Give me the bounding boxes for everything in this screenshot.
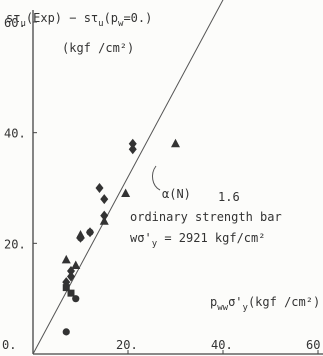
x-tick-label: 20. [116,338,138,352]
data-point-diamond [76,232,85,243]
x-tick-label: 60 [306,338,320,352]
data-point-diamond [128,138,137,149]
annotation-yield-strength: wσ'y = 2921 kgf/cm² [130,231,265,249]
data-point-diamond [100,194,109,205]
annotation-alpha-n: α(N) [162,187,191,201]
annotation-leader [152,165,161,191]
data-point-triangle [171,138,180,148]
data-point-diamond [95,183,104,193]
y-axis-unit: (kgf /cm²) [62,41,134,55]
data-point-square [62,284,70,292]
data-point-diamond [100,210,109,221]
data-point-diamond [67,271,75,282]
y-tick-label: 40. [4,127,26,141]
x-tick-label: 0. [2,338,16,352]
data-point-circle [72,295,80,303]
annotation-bar-type: ordinary strength bar [130,210,282,224]
x-axis-label: pwwσ'y(kgf /cm²) [210,295,320,313]
data-point-diamond [67,266,75,276]
y-tick-label: 60. [4,16,26,30]
data-point-square [67,289,75,297]
data-point-triangle [121,188,131,198]
data-point-diamond [86,227,94,238]
x-tick-label: 40. [211,338,233,352]
y-axis-label: sτu(Exp) − sτu(pw=0.) [6,11,152,29]
data-point-diamond [128,144,137,155]
data-point-triangle [71,260,81,269]
y-tick-label: 20. [4,237,26,251]
annotation-slope: 1.6 [218,190,240,204]
data-point-circle [62,328,70,336]
data-point-triangle [61,254,71,264]
